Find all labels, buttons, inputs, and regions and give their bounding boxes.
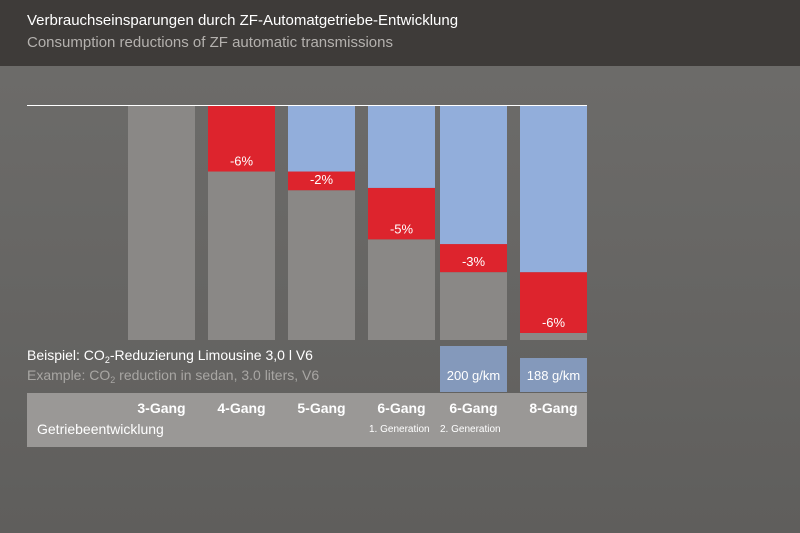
bar-4-remaining-segment <box>368 239 435 340</box>
bar-2-remaining-segment <box>208 171 275 340</box>
bar-5-saving-segment <box>440 106 507 245</box>
tick-label-6-gang-gen1: 6-Gang <box>377 400 426 416</box>
bar-6-reduction-segment <box>520 272 587 333</box>
chart-subtitle: Consumption reductions of ZF automatic t… <box>27 34 393 51</box>
bar-5-reduction-segment <box>440 244 507 273</box>
example-note-de: Beispiel: CO2-Reduzierung Limousine 3,0 … <box>27 347 313 365</box>
bar-4-data-label: -5% <box>390 221 414 236</box>
bar-3-reduction-segment <box>288 171 355 191</box>
tick-label-4-gang: 4-Gang <box>217 400 266 416</box>
tick-label-8-gang: 8-Gang <box>529 400 578 416</box>
bar-2-reduction-segment <box>208 106 275 172</box>
emission-box-8-gang: 188 g/km <box>520 358 587 392</box>
bar-5-data-label: -3% <box>462 254 486 269</box>
bar-6-saving-segment <box>520 106 587 273</box>
bar-3-remaining-segment <box>288 190 355 340</box>
example-note-en: Example: CO2 reduction in sedan, 3.0 lit… <box>27 367 320 385</box>
header-bar: Verbrauchseinsparungen durch ZF-Automatg… <box>0 0 800 66</box>
generation-label-2: 2. Generation <box>440 424 501 435</box>
bars-group: -6% -2% -5% -3% -6% <box>128 106 587 340</box>
tick-label-5-gang: 5-Gang <box>297 400 346 416</box>
x-axis-title: Getriebeentwicklung <box>37 421 164 437</box>
bar-3-saving-segment <box>288 106 355 172</box>
bar-4-reduction-segment <box>368 187 435 240</box>
bar-6-data-label: -6% <box>542 315 566 330</box>
tick-label-3-gang: 3-Gang <box>137 400 186 416</box>
chart-title: Verbrauchseinsparungen durch ZF-Automatg… <box>27 12 459 29</box>
generation-label-1: 1. Generation <box>369 424 430 435</box>
emission-box-6-gang-gen2: 200 g/km <box>440 346 507 392</box>
bar-4-saving-segment <box>368 106 435 188</box>
bar-2-data-label: -6% <box>230 154 254 169</box>
bar-5-remaining-segment <box>440 272 507 340</box>
bar-3-data-label: -2% <box>310 172 334 187</box>
tick-label-6-gang-gen2: 6-Gang <box>449 400 498 416</box>
bar-6-remaining-segment <box>520 332 587 340</box>
x-axis-panel: 3-Gang 4-Gang 5-Gang 6-Gang 6-Gang 8-Gan… <box>27 393 587 447</box>
bar-1-remaining-segment <box>128 106 195 340</box>
